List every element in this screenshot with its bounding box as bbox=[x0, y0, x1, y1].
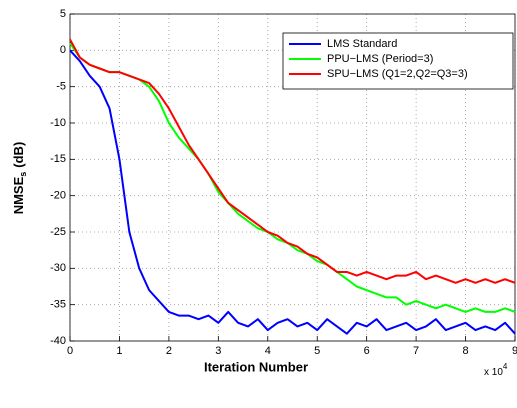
legend-box bbox=[282, 32, 514, 90]
x-axis-label: Iteration Number bbox=[204, 359, 308, 374]
x-tick-label: 6 bbox=[364, 345, 370, 357]
x-tick-label: 9 bbox=[512, 345, 517, 357]
y-axis-label: NMSEs (dB) bbox=[11, 142, 28, 215]
series-line bbox=[69, 42, 516, 313]
y-tick-label: -40 bbox=[50, 335, 66, 347]
y-tick-label: -5 bbox=[56, 81, 66, 93]
x-tick-label: 1 bbox=[116, 345, 122, 357]
y-tick-label: -15 bbox=[50, 153, 66, 165]
y-label-unit: (dB) bbox=[11, 142, 26, 168]
legend-label: PPU−LMS (Period=3) bbox=[327, 53, 433, 65]
y-tick-label: -35 bbox=[50, 299, 66, 311]
legend-label: SPU−LMS (Q1=2,Q2=Q3=3) bbox=[327, 68, 468, 80]
legend-label: LMS Standard bbox=[327, 38, 397, 50]
y-label-main: NMSE bbox=[11, 176, 26, 214]
x-tick-label: 8 bbox=[462, 345, 468, 357]
x-tick-label: 4 bbox=[265, 345, 271, 357]
x-multiplier-exp: 4 bbox=[503, 362, 508, 371]
x-tick-label: 7 bbox=[413, 345, 419, 357]
x-tick-label: 3 bbox=[215, 345, 221, 357]
y-tick-label: 0 bbox=[60, 44, 66, 56]
axes-box bbox=[69, 13, 516, 342]
y-tick-label: -10 bbox=[50, 117, 66, 129]
series-line bbox=[69, 38, 516, 284]
x-multiplier-base: x 10 bbox=[484, 367, 503, 378]
y-tick-label: -20 bbox=[50, 190, 66, 202]
y-tick-label: -30 bbox=[50, 262, 66, 274]
y-tick-label: 5 bbox=[60, 8, 66, 20]
x-tick-label: 2 bbox=[166, 345, 172, 357]
y-label-sub: s bbox=[18, 172, 28, 177]
x-tick-label: 0 bbox=[67, 345, 73, 357]
series-line bbox=[69, 49, 516, 335]
x-multiplier: x 104 bbox=[484, 362, 508, 378]
x-tick-label: 5 bbox=[314, 345, 320, 357]
y-tick-label: -25 bbox=[50, 226, 66, 238]
